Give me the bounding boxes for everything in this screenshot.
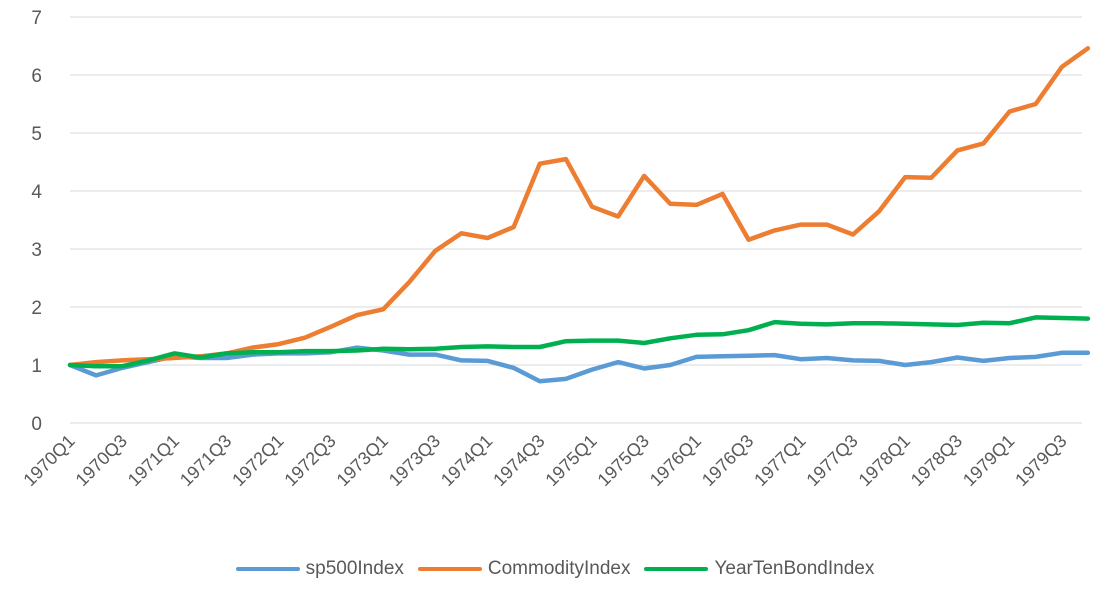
chart-legend: sp500Index CommodityIndex YearTenBondInd… [0, 558, 1118, 580]
x-tick-label: 1970Q3 [72, 431, 131, 490]
legend-label: sp500Index [305, 558, 404, 579]
legend-item-sp500: sp500Index [235, 558, 404, 580]
y-axis-tick-labels: 0 1 2 3 4 5 6 7 [31, 8, 42, 435]
legend-item-bond: YearTenBondIndex [644, 558, 874, 580]
x-tick-label: 1978Q3 [907, 431, 966, 490]
x-tick-label: 1972Q3 [280, 431, 339, 490]
y-tick-label: 3 [31, 240, 42, 261]
x-tick-label: 1979Q3 [1011, 431, 1070, 490]
x-tick-label: 1975Q1 [541, 431, 600, 490]
x-tick-label: 1972Q1 [228, 431, 287, 490]
y-tick-label: 7 [31, 8, 42, 29]
series-line-sp500Index [67, 345, 1091, 384]
series-line-CommodityIndex [67, 46, 1091, 368]
x-tick-label: 1971Q1 [124, 431, 183, 490]
x-tick-label: 1974Q3 [489, 431, 548, 490]
x-tick-label: 1974Q1 [437, 431, 496, 490]
series-line-YearTenBondIndex [67, 315, 1091, 369]
x-tick-label: 1976Q3 [698, 431, 757, 490]
y-tick-label: 5 [31, 124, 42, 145]
legend-swatch [417, 567, 482, 571]
x-tick-label: 1973Q1 [333, 431, 392, 490]
x-tick-label: 1979Q1 [959, 431, 1018, 490]
legend-label: YearTenBondIndex [714, 558, 875, 579]
legend-swatch [235, 567, 300, 571]
x-tick-label: 1975Q3 [594, 431, 653, 490]
x-tick-label: 1977Q1 [750, 431, 809, 490]
y-tick-label: 4 [31, 182, 42, 203]
y-tick-label: 2 [31, 298, 42, 319]
legend-swatch [644, 567, 709, 571]
y-tick-label: 1 [31, 356, 42, 377]
x-tick-label: 1977Q3 [802, 431, 861, 490]
x-tick-label: 1976Q1 [646, 431, 705, 490]
x-tick-label: 1978Q1 [855, 431, 914, 490]
legend-label: CommodityIndex [487, 558, 631, 579]
gridlines [70, 16, 1082, 424]
series-lines [67, 46, 1091, 384]
x-tick-label: 1971Q3 [176, 431, 235, 490]
x-tick-label: 1973Q3 [385, 431, 444, 490]
y-tick-label: 0 [31, 414, 42, 435]
y-tick-label: 6 [31, 66, 42, 87]
x-axis-tick-labels: 1970Q11970Q31971Q11971Q31972Q11972Q31973… [19, 431, 1070, 490]
legend-item-commodity: CommodityIndex [417, 558, 631, 580]
x-tick-label: 1970Q1 [19, 431, 78, 490]
